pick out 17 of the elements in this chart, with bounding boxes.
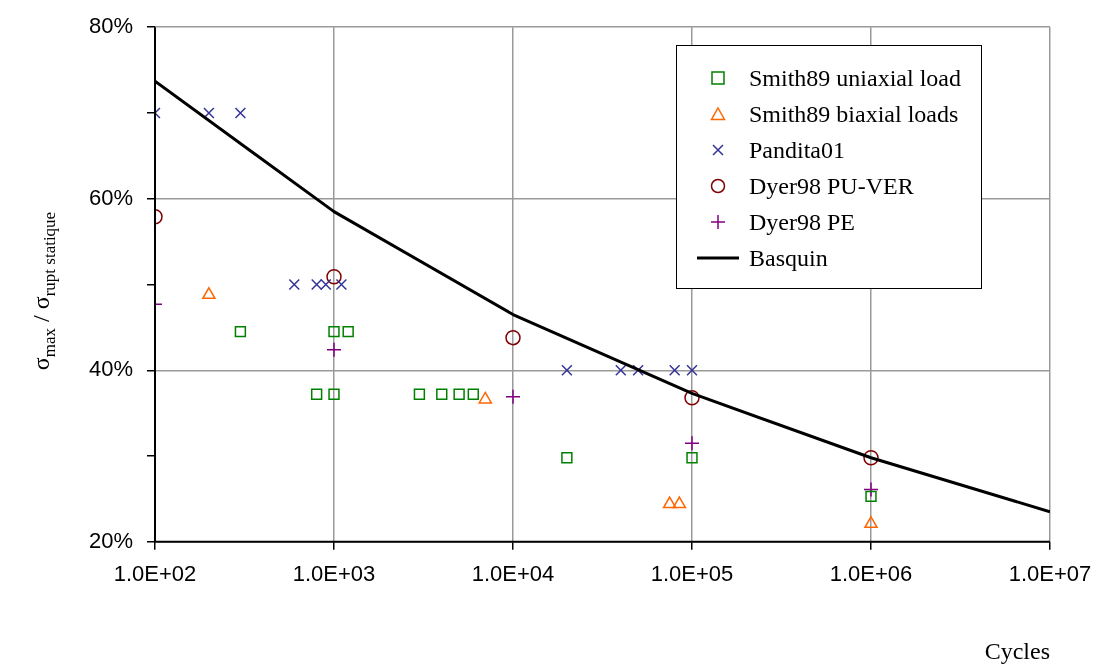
x-tick-label: 1.0E+02 [113,561,197,587]
legend-label: Smith89 biaxial loads [749,100,959,128]
legend-label: Dyer98 PE [749,208,855,236]
legend-label: Pandita01 [749,136,845,164]
x-tick-label: 1.0E+03 [292,561,376,587]
legend-label: Smith89 uniaxial load [749,64,961,92]
x-axis-title: Cycles [984,637,1050,664]
y-tick-label: 80% [88,13,133,39]
y-tick-label: 60% [88,184,133,210]
y-tick-label: 40% [88,356,133,382]
x-tick-label: 1.0E+04 [471,561,555,587]
x-tick-label: 1.0E+05 [650,561,734,587]
y-tick-label: 20% [88,527,133,553]
legend-label: Dyer98 PU-VER [749,172,914,200]
x-tick-label: 1.0E+06 [829,561,913,587]
x-tick-label: 1.0E+07 [1008,561,1092,587]
legend-label: Basquin [749,244,828,272]
